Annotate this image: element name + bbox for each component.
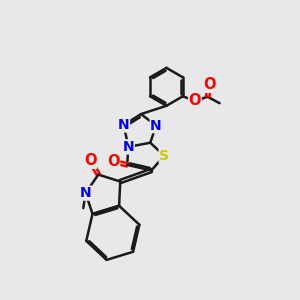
Text: O: O bbox=[107, 154, 120, 169]
Text: N: N bbox=[122, 140, 134, 154]
Text: S: S bbox=[159, 149, 169, 163]
Text: N: N bbox=[150, 118, 162, 133]
Text: N: N bbox=[80, 186, 92, 200]
Text: N: N bbox=[118, 118, 130, 132]
Text: O: O bbox=[203, 77, 216, 92]
Text: O: O bbox=[189, 93, 201, 108]
Text: O: O bbox=[84, 153, 97, 168]
